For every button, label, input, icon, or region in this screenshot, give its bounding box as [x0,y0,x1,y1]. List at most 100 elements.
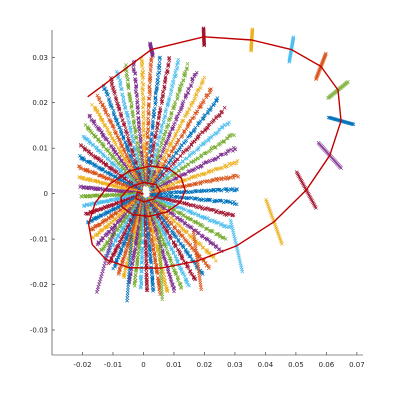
scatter-point [95,93,100,98]
scatter-point [104,90,109,94]
scatter-point [170,110,174,115]
scatter-point [152,106,157,111]
scatter-point [175,140,179,145]
scatter-point [185,66,189,70]
scatter-point [178,87,183,91]
scatter-point [112,139,116,143]
scatter-point [150,154,154,159]
scatter-point [141,75,146,80]
scatter-point [100,271,104,276]
scatter-point [234,161,239,166]
scatter-point [101,120,105,125]
scatter-point [134,152,139,156]
scatter-point [129,103,134,108]
scatter-point [114,69,119,74]
scatter-point [174,157,179,162]
scatter-point [147,84,152,89]
scatter-point [119,143,124,148]
scatter-point [136,119,141,124]
scatter-point [110,86,115,90]
scatter-point [157,111,162,116]
scatter-point [151,112,156,117]
scatter-point [155,141,160,146]
scatter-point [161,117,166,122]
scatter-point [97,166,102,170]
scatter-point [127,159,132,163]
scatter-point [120,118,125,123]
scatter-point [109,144,114,149]
scatter-point [78,164,82,169]
scatter-point [134,135,139,140]
scatter-point [212,101,217,106]
scatter-point [202,151,207,156]
scatter-point [98,100,103,105]
scatter-point [95,148,100,153]
scatter-point [215,178,220,183]
scatter-point [206,126,210,130]
scatter-point [118,150,123,154]
scatter-point [108,118,112,123]
scatter-point [197,85,202,90]
scatter-point [175,97,180,101]
scatter-point [168,179,173,184]
scatter-point [157,158,161,163]
scatter-point [125,110,129,115]
scatter-point [166,187,171,191]
scatter-point [197,173,202,178]
scatter-point [193,72,198,77]
scatter-point [157,70,161,75]
scatter-point [190,116,194,121]
y-tick-label: 0.02 [32,99,48,107]
scatter-point [167,56,171,61]
scatter-point [128,125,132,130]
scatter-point [115,101,119,106]
scatter-point [339,166,343,170]
scatter-point [193,157,198,162]
scatter-point [187,283,192,288]
plot-area [77,26,356,303]
scatter-point [141,121,146,126]
scatter-point [87,149,91,154]
scatter-point [147,96,151,101]
scatter-point [124,152,129,157]
scatter-point [196,88,200,93]
scatter-point [182,113,187,118]
y-tick-label: 0.03 [32,54,48,62]
scatter-point [199,153,204,158]
scatter-point [169,112,173,117]
scatter-point [227,120,232,125]
x-tick-label: 0.02 [197,361,213,369]
scatter-point [167,98,171,103]
scatter-point [93,154,98,159]
scatter-point [220,109,224,114]
scatter-point [178,124,183,129]
scatter-ray [114,69,145,186]
scatter-point [151,119,155,123]
scatter-point [187,106,192,111]
scatter-point [154,159,158,164]
scatter-point [102,123,107,127]
scatter-point [232,133,237,138]
scatter-point [214,259,218,263]
scatter-point [116,146,120,150]
scatter-point [180,160,185,164]
scatter-point [219,152,224,157]
scatter-point [142,132,146,137]
scatter-point [231,175,236,180]
scatter-point [147,72,152,76]
scatter-point [145,146,150,150]
scatter-point [173,159,177,164]
scatter-point [112,129,117,134]
scatter-point [156,81,160,86]
scatter-point [201,172,206,176]
scatter-point [167,55,172,60]
scatter-point [156,65,161,70]
scatter-point [219,166,224,171]
scatter-point [208,108,212,113]
scatter-point [229,163,233,168]
scatter-point [183,69,188,74]
scatter-point [96,95,101,100]
scatter-point [182,129,186,133]
scatter-point [146,121,151,126]
scatter-point [99,274,104,279]
